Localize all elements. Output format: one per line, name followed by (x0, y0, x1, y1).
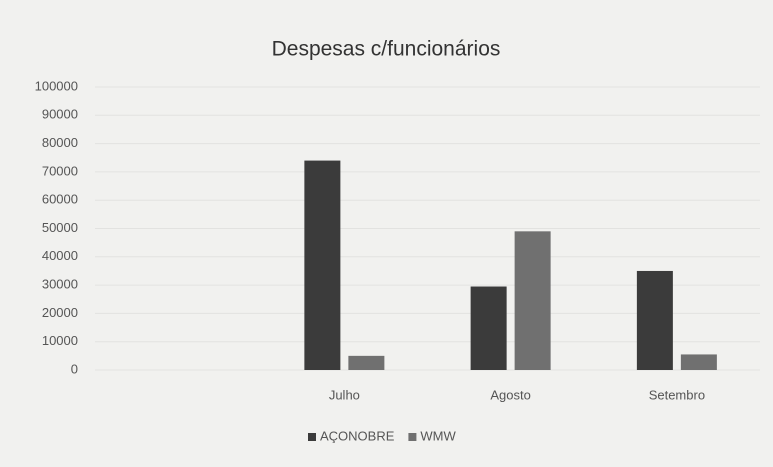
y-tick-label: 100000 (35, 78, 78, 93)
y-tick-label: 40000 (42, 248, 78, 263)
bar (636, 270, 673, 370)
bar (514, 231, 551, 370)
legend-label: WMW (420, 428, 456, 443)
bar (470, 286, 507, 370)
legend-label: AÇONOBRE (320, 428, 395, 443)
y-tick-label: 70000 (42, 163, 78, 178)
bar (304, 160, 341, 370)
bar (680, 354, 717, 370)
chart-title: Despesas c/funcionários (272, 38, 501, 61)
legend-swatch (308, 433, 316, 441)
y-tick-label: 20000 (42, 305, 78, 320)
y-tick-label: 0 (71, 361, 78, 376)
y-tick-label: 60000 (42, 192, 78, 207)
x-tick-label: Julho (329, 387, 360, 402)
y-tick-label: 90000 (42, 107, 78, 122)
legend-swatch (408, 433, 417, 441)
x-tick-label: Setembro (649, 387, 705, 402)
x-tick-label: Agosto (490, 387, 530, 402)
y-tick-label: 30000 (42, 277, 78, 292)
y-tick-label: 50000 (42, 220, 78, 235)
y-tick-label: 10000 (42, 333, 78, 348)
y-tick-label: 80000 (42, 135, 78, 150)
bar (348, 355, 385, 370)
